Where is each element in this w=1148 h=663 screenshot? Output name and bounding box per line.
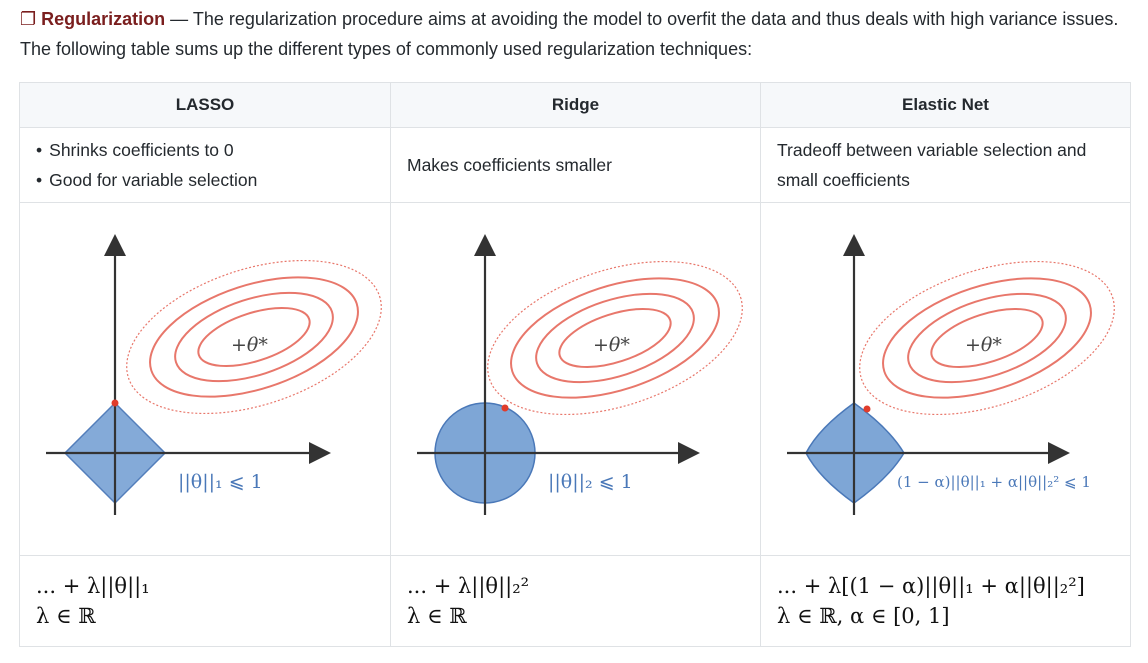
lasso-illustration-cell: +θ* ||θ||₁ ⩽ 1 [19,202,391,556]
ridge-penalty: ... + λ||θ||₂² [407,574,530,598]
header-elastic-net: Elastic Net [760,82,1131,128]
elastic-net-description: Tradeoff between variable selection and … [760,127,1131,203]
header-lasso: LASSO [19,82,391,128]
elastic-net-formula: ... + λ[(1 − α)||θ||₁ + α||θ||₂²] λ ∈ ℝ,… [760,555,1131,647]
lasso-penalty: ... + λ||θ||₁ [36,574,150,598]
ridge-lambda-domain: λ ∈ ℝ [407,604,467,628]
lasso-contours [126,259,382,415]
intro-text: The regularization procedure aims at avo… [20,9,1119,59]
solution-point [111,399,119,407]
header-ridge: Ridge [390,82,761,128]
ridge-diagram: +θ* ||θ||₂ ⩽ 1 [417,234,743,515]
elastic-net-constraint-label: (1 − α)||θ||₁ + α||θ||₂² ⩽ 1 [897,473,1091,491]
illustration-row: +θ* ||θ||₁ ⩽ 1 [19,202,1131,556]
lasso-diagram: +θ* ||θ||₁ ⩽ 1 [46,234,382,515]
lasso-lambda-domain: λ ∈ ℝ [36,604,96,628]
elastic-net-diagram: +θ* (1 − α)||θ||₁ + α||θ||₂² ⩽ 1 [787,234,1115,515]
elastic-net-penalty: ... + λ[(1 − α)||θ||₁ + α||θ||₂²] [777,574,1085,598]
regularization-keyword: Regularization [41,9,166,29]
theta-star-label: +θ* [965,334,1002,356]
lasso-description: Shrinks coefficients to 0 Good for varia… [19,127,391,203]
checkbox-square-icon: ❐ [20,9,37,29]
ridge-illustration-cell: +θ* ||θ||₂ ⩽ 1 [390,202,761,556]
header-row: LASSO Ridge Elastic Net [19,82,1131,128]
l2-constraint-label: ||θ||₂ ⩽ 1 [548,471,633,493]
l1-constraint-label: ||θ||₁ ⩽ 1 [178,471,263,493]
solution-point [863,405,871,413]
intro-dash: — [165,9,193,29]
theta-star-label: +θ* [593,334,630,356]
solution-point [501,404,509,412]
elastic-net-contours [859,260,1115,416]
lasso-bullet-1: Shrinks coefficients to 0 [36,135,374,165]
ridge-formula: ... + λ||θ||₂² λ ∈ ℝ [390,555,761,647]
lasso-formula: ... + λ||θ||₁ λ ∈ ℝ [19,555,391,647]
lasso-bullets: Shrinks coefficients to 0 Good for varia… [36,135,374,195]
ridge-contours [487,260,743,416]
description-row: Shrinks coefficients to 0 Good for varia… [19,127,1131,203]
regularization-table: LASSO Ridge Elastic Net Shrinks coeffici… [19,82,1131,647]
formula-row: ... + λ||θ||₁ λ ∈ ℝ ... + λ||θ||₂² λ ∈ ℝ… [19,555,1131,647]
elastic-net-domain: λ ∈ ℝ, α ∈ [0, 1] [777,604,950,628]
elastic-net-illustration-cell: +θ* (1 − α)||θ||₁ + α||θ||₂² ⩽ 1 [760,202,1131,556]
ridge-description: Makes coefficients smaller [390,127,761,203]
intro-paragraph: ❐ Regularization — The regularization pr… [20,4,1130,64]
theta-star-label: +θ* [231,334,268,356]
lasso-bullet-2: Good for variable selection [36,165,374,195]
